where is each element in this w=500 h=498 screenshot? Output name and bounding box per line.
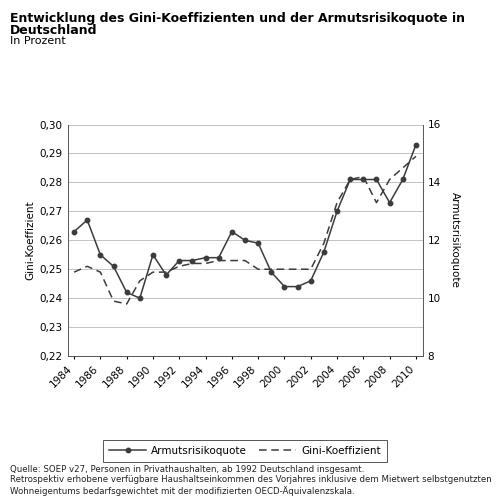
Gini-Koeffizient xyxy=(216,257,222,263)
Armutsrisikoquote xyxy=(294,284,300,290)
Armutsrisikoquote xyxy=(110,263,116,269)
Text: Deutschland: Deutschland xyxy=(10,24,98,37)
Gini-Koeffizient xyxy=(110,298,116,304)
Gini-Koeffizient xyxy=(84,263,90,269)
Armutsrisikoquote xyxy=(255,240,261,246)
Text: In Prozent: In Prozent xyxy=(10,36,66,46)
Gini-Koeffizient xyxy=(360,174,366,180)
Armutsrisikoquote xyxy=(163,272,169,278)
Armutsrisikoquote xyxy=(347,176,353,182)
Gini-Koeffizient xyxy=(176,263,182,269)
Legend: Armutsrisikoquote, Gini-Koeffizient: Armutsrisikoquote, Gini-Koeffizient xyxy=(103,440,387,462)
Gini-Koeffizient xyxy=(255,266,261,272)
Gini-Koeffizient xyxy=(163,269,169,275)
Y-axis label: Gini-Koeffizient: Gini-Koeffizient xyxy=(26,201,36,280)
Armutsrisikoquote xyxy=(229,229,235,235)
Armutsrisikoquote xyxy=(308,278,314,284)
Gini-Koeffizient xyxy=(321,240,327,246)
Armutsrisikoquote xyxy=(360,176,366,182)
Gini-Koeffizient xyxy=(294,266,300,272)
Armutsrisikoquote xyxy=(150,252,156,258)
Armutsrisikoquote xyxy=(386,200,392,206)
Armutsrisikoquote xyxy=(176,257,182,263)
Armutsrisikoquote xyxy=(137,295,143,301)
Y-axis label: Armutsrisikoquote: Armutsrisikoquote xyxy=(450,192,460,288)
Armutsrisikoquote xyxy=(334,208,340,214)
Armutsrisikoquote xyxy=(216,254,222,260)
Gini-Koeffizient xyxy=(347,176,353,182)
Text: Entwicklung des Gini-Koeffizienten und der Armutsrisikoquote in: Entwicklung des Gini-Koeffizienten und d… xyxy=(10,12,465,25)
Armutsrisikoquote xyxy=(71,229,77,235)
Gini-Koeffizient xyxy=(386,176,392,182)
Gini-Koeffizient xyxy=(413,153,419,159)
Armutsrisikoquote xyxy=(282,284,288,290)
Gini-Koeffizient xyxy=(71,269,77,275)
Gini-Koeffizient xyxy=(137,278,143,284)
Gini-Koeffizient xyxy=(242,257,248,263)
Armutsrisikoquote xyxy=(268,269,274,275)
Gini-Koeffizient xyxy=(400,165,406,171)
Armutsrisikoquote xyxy=(374,176,380,182)
Armutsrisikoquote xyxy=(202,254,208,260)
Gini-Koeffizient xyxy=(374,200,380,206)
Text: Quelle: SOEP v27, Personen in Privathaushalten, ab 1992 Deutschland insgesamt.
R: Quelle: SOEP v27, Personen in Privathaus… xyxy=(10,465,492,496)
Gini-Koeffizient xyxy=(229,257,235,263)
Armutsrisikoquote xyxy=(400,176,406,182)
Gini-Koeffizient xyxy=(334,200,340,206)
Armutsrisikoquote xyxy=(190,257,196,263)
Armutsrisikoquote xyxy=(242,237,248,243)
Armutsrisikoquote xyxy=(84,217,90,223)
Line: Armutsrisikoquote: Armutsrisikoquote xyxy=(72,142,418,300)
Gini-Koeffizient xyxy=(150,269,156,275)
Line: Gini-Koeffizient: Gini-Koeffizient xyxy=(74,156,416,304)
Gini-Koeffizient xyxy=(190,260,196,266)
Armutsrisikoquote xyxy=(413,142,419,148)
Gini-Koeffizient xyxy=(282,266,288,272)
Gini-Koeffizient xyxy=(98,269,103,275)
Gini-Koeffizient xyxy=(124,301,130,307)
Gini-Koeffizient xyxy=(308,266,314,272)
Armutsrisikoquote xyxy=(124,289,130,295)
Armutsrisikoquote xyxy=(321,249,327,255)
Armutsrisikoquote xyxy=(98,252,103,258)
Gini-Koeffizient xyxy=(268,266,274,272)
Gini-Koeffizient xyxy=(202,260,208,266)
